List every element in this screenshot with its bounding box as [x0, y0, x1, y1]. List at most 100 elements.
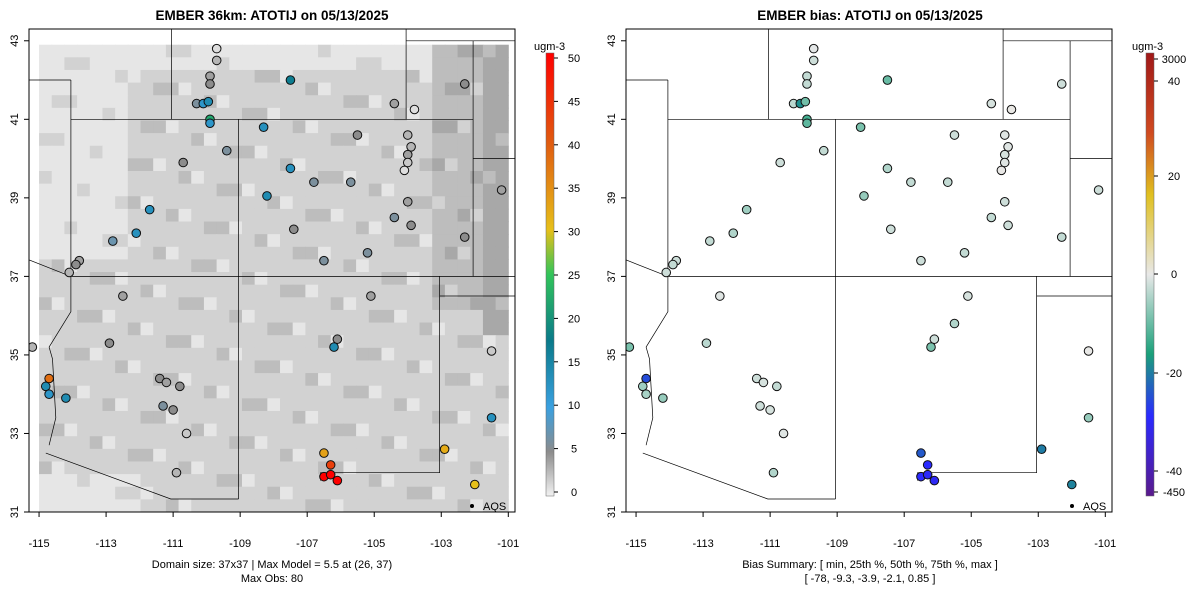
site-marker	[402, 157, 413, 168]
x-tick-label: -105	[960, 538, 982, 550]
site-marker	[332, 334, 343, 345]
site-marker	[61, 393, 71, 403]
site-marker	[1056, 79, 1067, 89]
site-marker	[626, 342, 635, 352]
site-marker	[406, 142, 416, 152]
site-marker	[949, 318, 960, 329]
y-tick-label: 31	[606, 506, 618, 518]
site-marker	[916, 255, 926, 266]
site-marker	[1036, 444, 1047, 454]
aqs-label: AQS	[1083, 501, 1106, 513]
colorbar-tick-label: 3000	[1162, 54, 1186, 66]
site-marker	[486, 412, 497, 423]
y-tick-label: 33	[606, 427, 618, 439]
site-marker	[802, 118, 812, 129]
state-border	[642, 452, 836, 500]
site-marker	[704, 236, 715, 246]
x-tick-label: -107	[296, 538, 318, 550]
colorbar-tick-label: 35	[568, 183, 580, 195]
site-marker	[802, 71, 812, 81]
y-tick-label: 35	[606, 349, 618, 361]
site-marker	[641, 373, 651, 384]
x-tick-label: -103	[1027, 538, 1049, 550]
site-marker	[1083, 412, 1094, 423]
state-border	[667, 80, 836, 277]
plot-frame	[28, 28, 516, 513]
site-marker	[205, 118, 215, 129]
site-marker	[409, 104, 420, 115]
site-marker	[352, 130, 363, 140]
colorbar-tick-label: -450	[1163, 487, 1185, 499]
site-marker	[818, 145, 829, 156]
x-axis: -115 -113 -111 -109 -107 -105 -103 -101	[28, 512, 519, 550]
colorbar-tick-label: 45	[568, 96, 580, 108]
site-marker	[171, 467, 182, 478]
site-marker	[1006, 104, 1017, 115]
site-marker	[288, 224, 299, 235]
site-marker	[64, 267, 75, 278]
site-marker	[329, 342, 339, 352]
y-tick-label: 43	[606, 35, 618, 47]
x-tick-label: -111	[760, 538, 780, 550]
site-marker	[885, 224, 896, 235]
site-marker	[496, 185, 507, 195]
site-marker	[459, 232, 470, 242]
y-tick-label: 37	[9, 270, 21, 282]
site-marker	[178, 157, 188, 168]
y-tick-label: 35	[9, 349, 21, 361]
site-marker	[399, 165, 410, 176]
site-marker	[332, 475, 343, 486]
site-marker	[658, 393, 668, 403]
site-marker	[203, 96, 214, 107]
colorbar-ticks: 0 5 10 15 20 25 30 35 40 45 50	[554, 53, 580, 499]
site-marker	[107, 236, 118, 246]
site-marker	[637, 381, 648, 392]
site-marker	[439, 444, 450, 454]
colorbar-tick-label: 20	[568, 313, 580, 325]
y-tick-label: 39	[606, 192, 618, 204]
site-marker	[366, 291, 376, 301]
site-marker	[389, 212, 400, 223]
observation-sites	[29, 43, 507, 490]
state-borders	[626, 29, 1112, 500]
aqs-marker	[470, 504, 474, 508]
site-marker	[728, 228, 739, 238]
colorbar-tick-label: 25	[568, 270, 580, 282]
state-border	[835, 118, 1071, 277]
site-marker	[802, 79, 812, 89]
site-marker	[205, 79, 215, 89]
site-marker	[1056, 232, 1067, 242]
site-marker	[325, 469, 336, 480]
site-marker	[40, 381, 51, 392]
site-marker	[44, 373, 54, 384]
site-marker	[778, 428, 789, 439]
y-tick-label: 41	[606, 113, 618, 125]
y-axis: 31 33 35 37 39 41 43	[606, 35, 626, 518]
colorbar-tick-label: 50	[568, 53, 580, 65]
caption-line-2: [ -78, -9.3, -3.9, -2.1, 0.85 ]	[805, 573, 936, 585]
site-marker	[362, 248, 373, 258]
state-border	[48, 276, 72, 446]
x-tick-label: -109	[229, 538, 251, 550]
colorbar-tick-label: 30	[568, 227, 580, 239]
x-tick-label: -115	[625, 538, 646, 550]
site-marker	[389, 98, 400, 109]
y-tick-label: 41	[9, 113, 21, 125]
site-marker	[996, 165, 1007, 176]
site-marker	[1003, 220, 1013, 231]
x-tick-label: -105	[363, 538, 385, 550]
aqs-marker	[1070, 504, 1074, 508]
site-marker	[772, 381, 782, 392]
concentration-panel: EMBER 36km: ATOTIJ on 05/13/2025 -115 -11…	[9, 8, 580, 585]
site-marker	[459, 79, 470, 89]
site-marker	[922, 469, 933, 480]
state-border	[45, 452, 239, 500]
site-marker	[211, 55, 222, 66]
x-tick-label: -111	[163, 538, 183, 550]
site-marker	[325, 460, 336, 470]
site-marker	[118, 291, 128, 301]
colorbar	[545, 52, 555, 497]
panel-title: EMBER bias: ATOTIJ on 05/13/2025	[757, 8, 983, 23]
model-field	[29, 29, 515, 512]
site-marker	[668, 259, 678, 270]
